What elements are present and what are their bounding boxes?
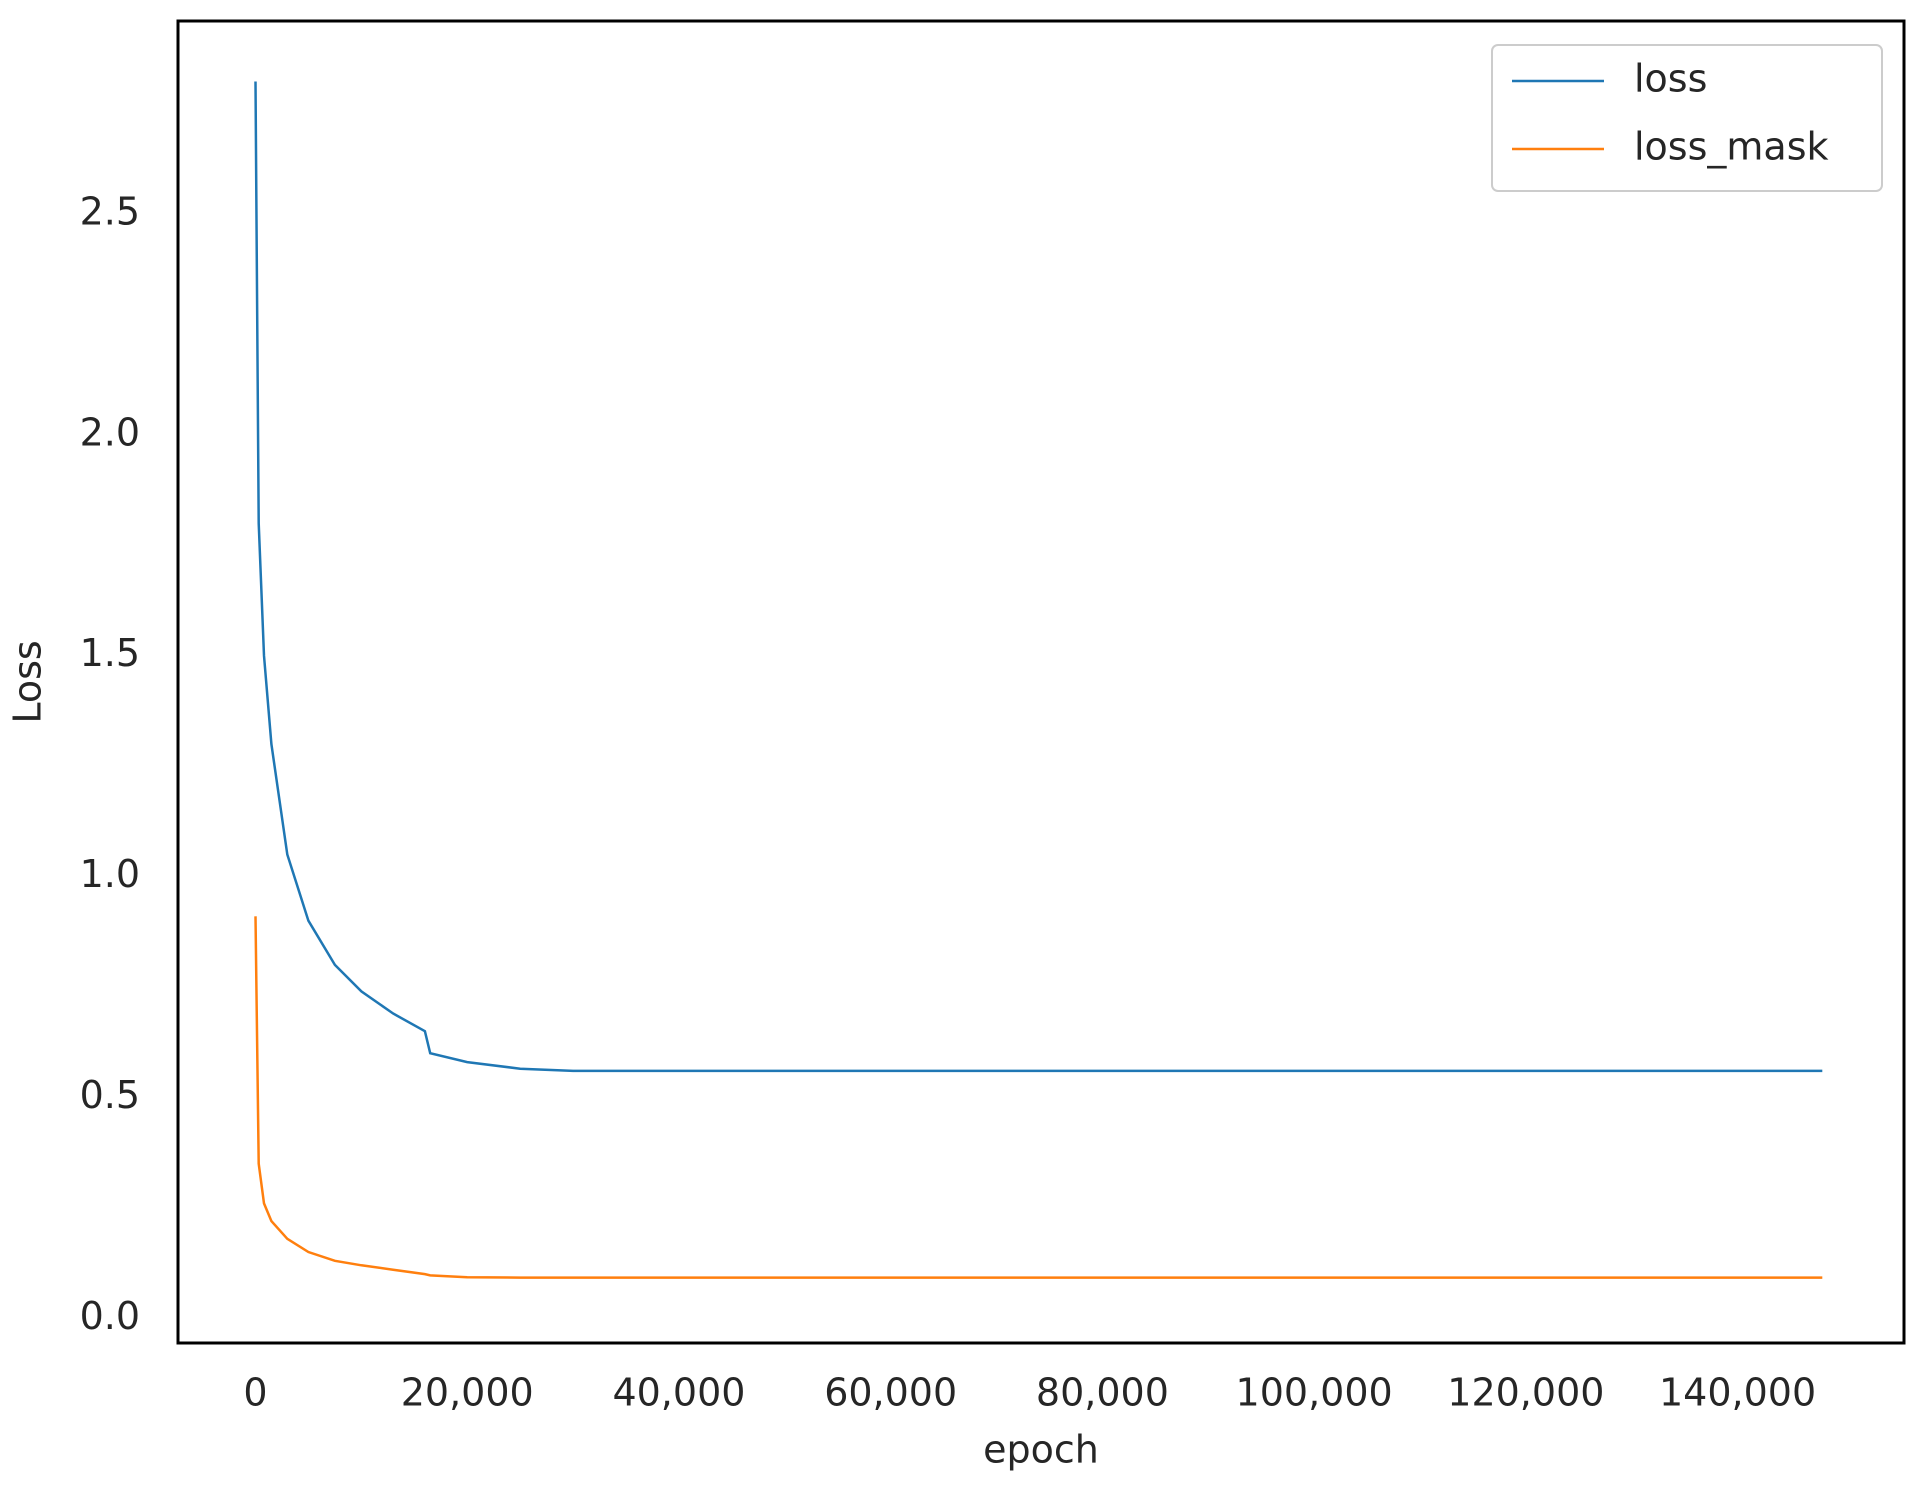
x-tick-label: 0 [243,1371,267,1415]
x-tick-label: 100,000 [1236,1371,1393,1415]
x-tick-label: 140,000 [1659,1371,1816,1415]
line-series [254,916,1823,1279]
x-tick-label: 60,000 [824,1371,957,1415]
y-tick-label: 2.5 [80,190,140,234]
x-tick-label: 80,000 [1036,1371,1169,1415]
y-tick-label: 2.0 [80,410,140,454]
y-tick-label: 0.0 [80,1294,140,1338]
legend-label: loss [1634,57,1707,101]
x-tick-label: 20,000 [401,1371,534,1415]
y-tick-label: 0.5 [80,1073,140,1117]
y-axis-label: Loss [6,640,50,723]
legend-label: loss_mask [1634,125,1829,169]
x-tick-label: 120,000 [1447,1371,1604,1415]
x-tick-label: 40,000 [612,1371,745,1415]
x-axis-label: epoch [983,1428,1099,1472]
y-tick-label: 1.0 [80,852,140,896]
plot-frame [176,19,1906,1345]
line-series [254,81,1823,1073]
y-tick-label: 1.5 [80,631,140,675]
